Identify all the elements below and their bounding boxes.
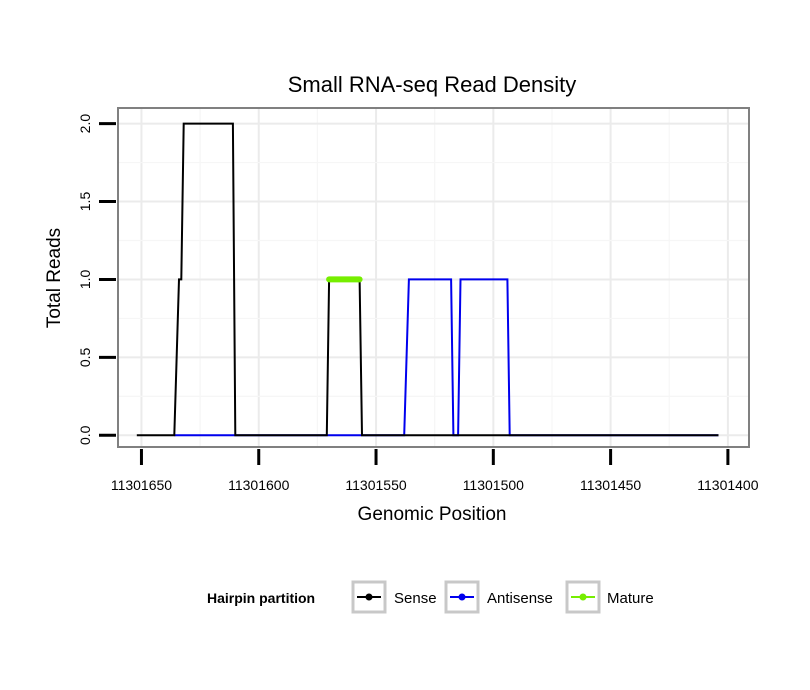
x-tick-label: 11301400 [697, 477, 758, 493]
y-tick-label: 1.5 [77, 192, 93, 212]
y-tick-label: 0.0 [77, 425, 93, 445]
x-tick-label: 11301450 [580, 477, 641, 493]
legend-key-point [579, 593, 587, 601]
grid [118, 108, 749, 447]
legend: Hairpin partition Sense Antisense Mature [207, 580, 654, 614]
legend-title: Hairpin partition [207, 590, 315, 606]
y-tick-label: 2.0 [77, 114, 93, 134]
chart-title: Small RNA-seq Read Density [288, 72, 577, 97]
legend-label-mature: Mature [607, 590, 654, 607]
legend-label-antisense: Antisense [487, 590, 553, 607]
y-tick-label: 0.5 [77, 347, 93, 367]
legend-key-point [365, 593, 373, 601]
plot-panel [117, 107, 750, 448]
legend-key-point [458, 593, 466, 601]
x-axis-title: Genomic Position [358, 504, 507, 525]
x-tick-label: 11301550 [345, 477, 406, 493]
x-tick-label: 11301500 [463, 477, 524, 493]
y-axis: 0.0 0.5 1.0 1.5 2.0 [77, 114, 116, 445]
x-tick-label: 11301600 [228, 477, 289, 493]
x-tick-label: 11301650 [111, 477, 172, 493]
legend-label-sense: Sense [394, 590, 437, 607]
y-axis-title: Total Reads [44, 228, 65, 328]
series-line-sense [136, 122, 719, 437]
y-tick-label: 1.0 [77, 269, 93, 289]
series-layer [136, 122, 719, 437]
x-axis: 11301650 11301600 11301550 11301500 11301450… [111, 449, 759, 493]
